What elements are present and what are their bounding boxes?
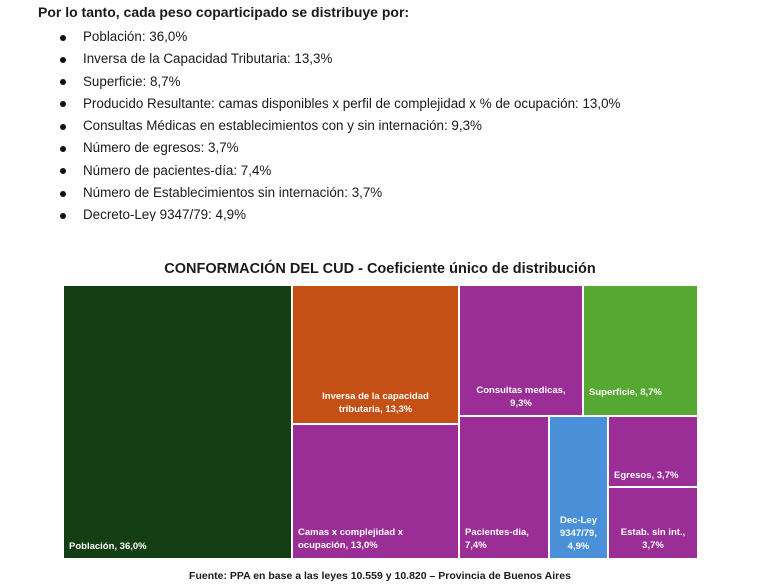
treemap-tile-decreto-ley: Dec-Ley 9347/79, 4,9% bbox=[549, 416, 608, 559]
bullet-item: Número de Establecimientos sin internaci… bbox=[58, 182, 620, 204]
treemap-label: Egresos, 3,7% bbox=[614, 470, 679, 481]
bullet-item: Superficie: 8,7% bbox=[58, 71, 620, 93]
chart-title: CONFORMACIÓN DEL CUD - Coeficiente único… bbox=[164, 261, 596, 277]
treemap-tile-consultas-medicas: Consultas medicas, 9,3% bbox=[459, 285, 583, 416]
treemap-label: Pacientes-dia, 7,4% bbox=[465, 527, 529, 551]
treemap-tile-superficie: Superficie, 8,7% bbox=[583, 285, 698, 416]
treemap-label: Superficie, 8,7% bbox=[589, 387, 662, 398]
treemap-tile-egresos: Egresos, 3,7% bbox=[608, 416, 698, 487]
treemap-label: Consultas medicas, 9,3% bbox=[476, 385, 566, 409]
bullet-item: Producido Resultante: camas disponibles … bbox=[58, 93, 620, 115]
bullet-item: Decreto-Ley 9347/79: 4,9% bbox=[58, 204, 620, 221]
bullet-item: Inversa de la Capacidad Tributaria: 13,3… bbox=[58, 48, 620, 70]
treemap-label: Dec-Ley 9347/79, 4,9% bbox=[560, 515, 597, 552]
treemap-tile-pacientes-dia: Pacientes-dia, 7,4% bbox=[459, 416, 549, 559]
bullet-item: Número de egresos: 3,7% bbox=[58, 137, 620, 159]
treemap-tile-establecimientos-sin-internacion: Estab. sin int., 3,7% bbox=[608, 487, 698, 559]
treemap-label: Población, 36,0% bbox=[69, 541, 147, 552]
treemap-tile-camas-complejidad: Camas x complejidad x ocupación, 13,0% bbox=[292, 424, 459, 559]
treemap-label: Inversa de la capacidad tributaria, 13,3% bbox=[322, 391, 429, 415]
treemap-tile-poblacion: Población, 36,0% bbox=[63, 285, 292, 559]
treemap-label: Camas x complejidad x ocupación, 13,0% bbox=[298, 527, 404, 551]
treemap-chart: Población, 36,0% Inversa de la capacidad t… bbox=[63, 285, 698, 559]
bullet-item: Número de pacientes-día: 7,4% bbox=[58, 160, 620, 182]
bullet-item: Consultas Médicas en establecimientos co… bbox=[58, 115, 620, 137]
treemap-tile-capacidad-tributaria: Inversa de la capacidad tributaria, 13,3% bbox=[292, 285, 459, 424]
section-heading: Por lo tanto, cada peso coparticipado se… bbox=[38, 4, 410, 20]
source-note: Fuente: PPA en base a las leyes 10.559 y… bbox=[189, 570, 571, 582]
bullet-list-area: Población: 36,0% Inversa de la Capacidad… bbox=[0, 0, 760, 221]
distribution-bullet-list: Población: 36,0% Inversa de la Capacidad… bbox=[58, 26, 620, 221]
treemap-label: Estab. sin int., 3,7% bbox=[620, 527, 686, 551]
bullet-item: Población: 36,0% bbox=[58, 26, 620, 48]
